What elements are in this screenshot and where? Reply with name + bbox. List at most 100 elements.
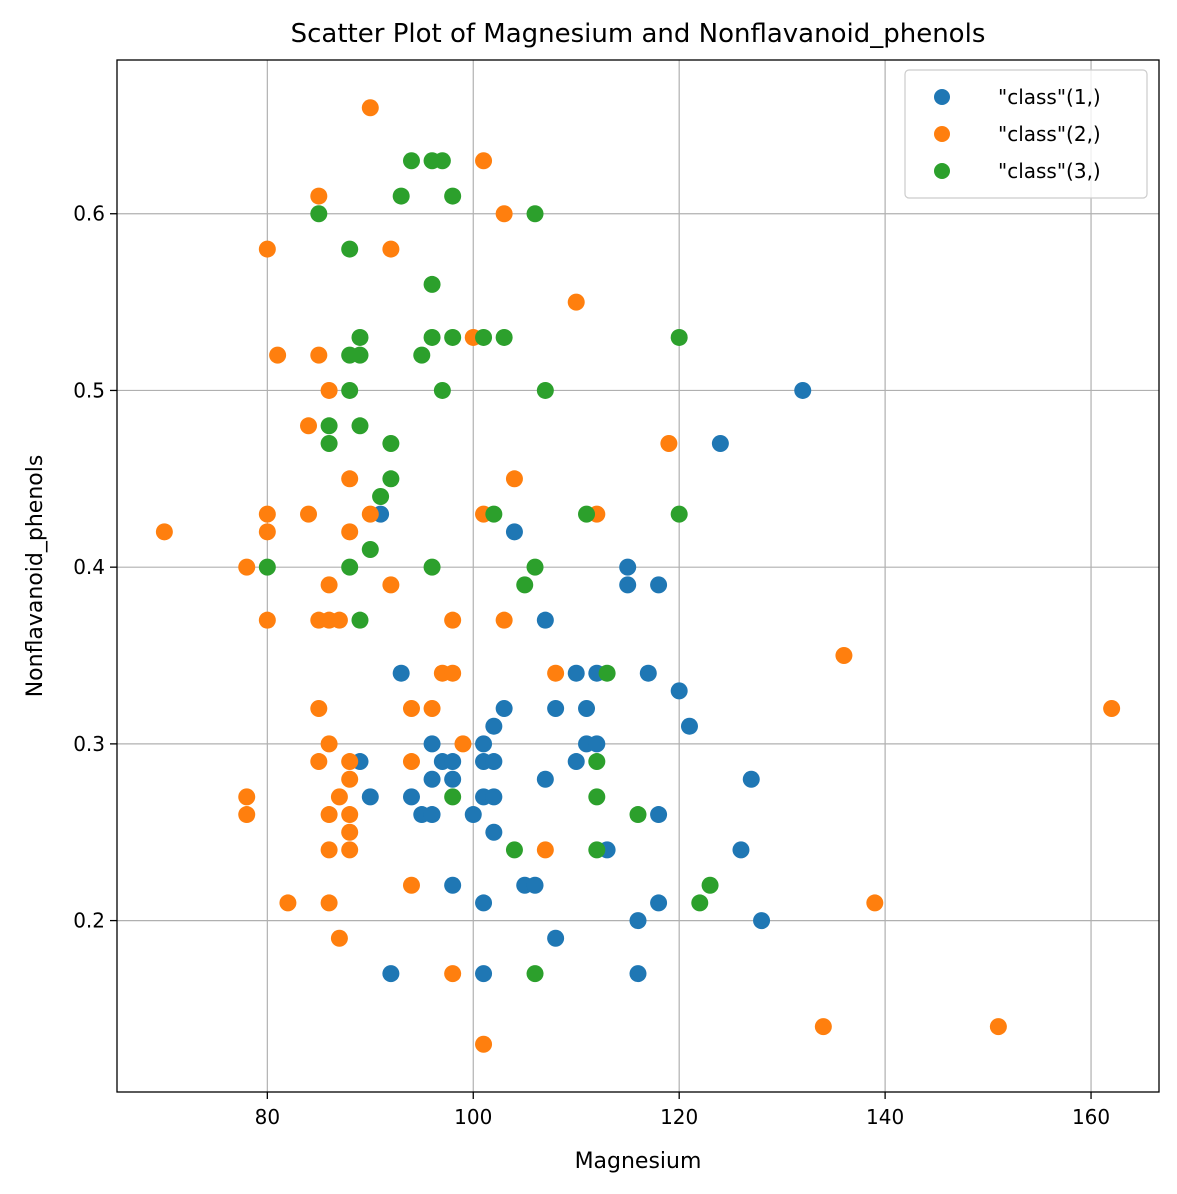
data-point-class-2 — [269, 346, 287, 364]
data-point-class-2 — [866, 894, 884, 912]
data-point-class-1 — [619, 576, 637, 594]
x-tick-label: 80 — [255, 1105, 280, 1129]
data-point-class-3 — [413, 346, 431, 364]
data-point-class-2 — [258, 240, 276, 258]
data-point-class-2 — [402, 876, 420, 894]
data-point-class-3 — [588, 753, 606, 771]
data-point-class-2 — [341, 523, 359, 541]
data-point-class-1 — [753, 912, 771, 930]
data-point-class-1 — [505, 523, 523, 541]
data-point-class-1 — [629, 965, 647, 983]
data-point-class-2 — [238, 558, 256, 576]
data-point-class-3 — [670, 328, 688, 346]
data-point-class-3 — [341, 558, 359, 576]
data-point-class-2 — [495, 205, 513, 223]
data-point-class-2 — [1103, 700, 1121, 718]
data-point-class-3 — [351, 328, 369, 346]
data-point-class-2 — [155, 523, 173, 541]
y-axis-label: Nonflavanoid_phenols — [23, 455, 48, 698]
legend: "class"(1,) "class"(2,) "class"(3,) — [904, 69, 1148, 199]
data-point-class-2 — [382, 576, 400, 594]
data-point-class-2 — [310, 753, 328, 771]
data-point-class-1 — [423, 806, 441, 824]
data-point-class-3 — [598, 664, 616, 682]
data-point-class-2 — [300, 417, 318, 435]
data-point-class-2 — [341, 753, 359, 771]
data-point-class-2 — [475, 1035, 493, 1053]
data-point-class-2 — [361, 99, 379, 117]
data-point-class-3 — [392, 187, 410, 205]
data-point-class-1 — [382, 965, 400, 983]
data-point-class-2 — [320, 841, 338, 859]
y-tick-label: 0.4 — [73, 555, 105, 579]
x-axis-label: Magnesium — [575, 1149, 702, 1174]
data-point-class-3 — [444, 328, 462, 346]
data-point-class-3 — [433, 381, 451, 399]
data-point-class-1 — [711, 434, 729, 452]
data-point-class-3 — [629, 806, 647, 824]
data-point-class-1 — [495, 700, 513, 718]
data-point-class-2 — [423, 700, 441, 718]
data-point-class-2 — [310, 346, 328, 364]
data-point-class-2 — [505, 470, 523, 488]
data-point-class-3 — [423, 558, 441, 576]
data-point-class-2 — [320, 381, 338, 399]
data-point-class-2 — [454, 735, 472, 753]
data-point-class-1 — [670, 682, 688, 700]
data-point-class-1 — [536, 611, 554, 629]
data-point-class-2 — [361, 505, 379, 523]
data-point-class-3 — [433, 152, 451, 170]
chart-title: Scatter Plot of Magnesium and Nonflavano… — [291, 19, 986, 49]
data-point-class-2 — [567, 293, 585, 311]
y-tick-label: 0.3 — [73, 732, 105, 756]
legend-marker-class-3 — [934, 163, 950, 179]
data-point-class-1 — [578, 700, 596, 718]
data-point-class-1 — [547, 700, 565, 718]
data-point-class-1 — [475, 894, 493, 912]
data-point-class-2 — [330, 788, 348, 806]
data-point-class-2 — [238, 806, 256, 824]
data-point-class-3 — [670, 505, 688, 523]
data-point-class-2 — [310, 187, 328, 205]
data-point-class-3 — [526, 558, 544, 576]
data-point-class-1 — [680, 717, 698, 735]
legend-marker-class-2 — [934, 126, 950, 142]
data-point-class-2 — [835, 647, 853, 665]
data-point-class-3 — [444, 788, 462, 806]
data-point-class-3 — [495, 328, 513, 346]
data-point-class-3 — [578, 505, 596, 523]
data-point-class-2 — [660, 434, 678, 452]
data-point-class-2 — [989, 1018, 1007, 1036]
data-point-class-1 — [485, 753, 503, 771]
data-point-class-2 — [402, 700, 420, 718]
data-point-class-1 — [547, 929, 565, 947]
data-point-class-3 — [588, 788, 606, 806]
data-point-class-3 — [351, 346, 369, 364]
data-point-class-2 — [320, 894, 338, 912]
data-point-class-2 — [279, 894, 297, 912]
data-point-class-3 — [485, 505, 503, 523]
data-point-class-2 — [330, 611, 348, 629]
data-point-class-1 — [361, 788, 379, 806]
legend-label-class-1: "class"(1,) — [998, 85, 1101, 109]
legend-label-class-3: "class"(3,) — [998, 159, 1101, 183]
data-point-class-1 — [485, 788, 503, 806]
data-point-class-1 — [650, 806, 668, 824]
data-point-class-1 — [423, 770, 441, 788]
data-point-class-3 — [320, 434, 338, 452]
data-point-class-3 — [423, 328, 441, 346]
data-point-class-1 — [464, 806, 482, 824]
data-point-class-2 — [238, 788, 256, 806]
data-point-class-3 — [505, 841, 523, 859]
data-point-class-3 — [444, 187, 462, 205]
data-point-class-2 — [258, 505, 276, 523]
data-point-class-1 — [536, 770, 554, 788]
y-tick-label: 0.2 — [73, 909, 105, 933]
data-point-class-2 — [475, 152, 493, 170]
data-point-class-1 — [444, 753, 462, 771]
data-point-class-1 — [650, 576, 668, 594]
data-point-class-3 — [341, 240, 359, 258]
data-point-class-3 — [475, 328, 493, 346]
